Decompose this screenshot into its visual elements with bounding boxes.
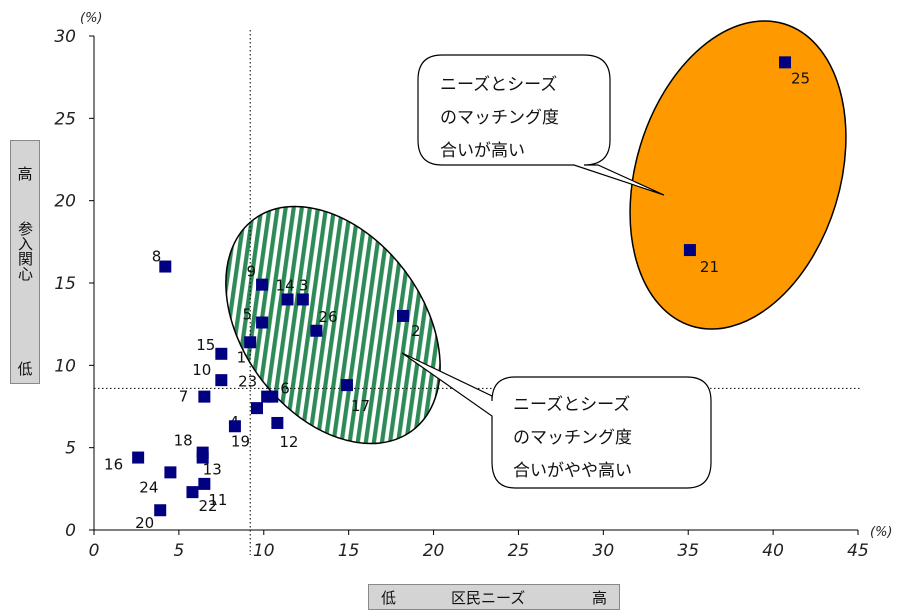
data-point-15: [215, 347, 228, 360]
high-match-ellipse: [629, 20, 847, 330]
data-point-label-23: 23: [238, 373, 257, 391]
callout-bubble-mid: [401, 352, 712, 489]
data-point-label-2: 2: [411, 322, 421, 340]
data-point-26: [310, 324, 323, 337]
data-point-label-22: 22: [198, 497, 217, 515]
callout-high-line-3: 合いが高い: [440, 141, 525, 161]
y-tick-label: 30: [54, 27, 76, 47]
callout-high-line-1: ニーズとシーズ: [440, 75, 557, 95]
data-point-label-10: 10: [192, 361, 211, 379]
x-tick-label: 10: [253, 541, 275, 561]
data-point-label-5: 5: [243, 306, 253, 324]
data-point-12: [271, 416, 284, 429]
data-point-label-20: 20: [135, 514, 154, 532]
x-tick-label: 20: [423, 541, 445, 561]
data-point-17: [340, 379, 353, 392]
data-point-label-14: 14: [276, 276, 295, 294]
callout-mid-line-1: ニーズとシーズ: [513, 395, 630, 415]
data-point-8: [159, 260, 172, 273]
data-point-label-9: 9: [247, 263, 257, 281]
data-point-label-18: 18: [174, 432, 193, 450]
data-point-23: [261, 390, 274, 403]
data-point-5: [256, 316, 269, 329]
data-point-label-11: 11: [208, 491, 227, 509]
data-point-label-3: 3: [299, 276, 309, 294]
callout-mid-line-2: のマッチング度: [513, 428, 632, 448]
x-axis-title: 区民ニーズ: [451, 589, 526, 607]
data-point-16: [132, 451, 145, 464]
data-point-10: [215, 374, 228, 387]
y-tick-label: 5: [65, 439, 76, 459]
y-unit-label: (%): [80, 11, 103, 26]
y-axis-high-label: 高: [17, 165, 33, 183]
x-axis-label-box: 低 区民ニーズ 高: [368, 584, 620, 610]
y-axis-title: 参入関心: [16, 221, 34, 281]
data-point-label-25: 25: [791, 69, 810, 87]
data-point-label-6: 6: [280, 380, 290, 398]
data-point-22: [186, 486, 199, 499]
data-point-label-7: 7: [179, 388, 189, 406]
data-point-label-8: 8: [152, 248, 162, 266]
x-tick-label: 30: [593, 541, 615, 561]
data-point-21: [683, 244, 696, 257]
data-point-label-12: 12: [279, 433, 298, 451]
x-axis-low-label: 低: [381, 589, 397, 607]
data-point-label-21: 21: [700, 258, 719, 276]
x-tick-label: 45: [847, 541, 869, 561]
data-point-9: [256, 278, 269, 291]
data-point-label-19: 19: [231, 432, 250, 450]
data-point-label-24: 24: [139, 478, 158, 496]
x-tick-label: 35: [677, 541, 699, 561]
y-tick-label: 20: [54, 192, 76, 212]
data-point-18: [196, 446, 209, 459]
y-tick-label: 10: [54, 356, 76, 376]
data-point-label-16: 16: [104, 456, 123, 474]
y-tick-label: 25: [54, 109, 76, 129]
data-point-label-1: 1: [237, 348, 247, 366]
y-tick-label: 0: [65, 521, 76, 541]
callout-mid-line-3: 合いがやや高い: [513, 461, 632, 481]
x-tick-label: 5: [173, 541, 184, 561]
x-tick-label: 15: [338, 541, 360, 561]
data-point-4: [250, 402, 263, 415]
x-axis-high-label: 高: [591, 589, 607, 607]
data-point-24: [164, 466, 177, 479]
y-axis-label-box: 高 参入関心 低: [10, 140, 40, 384]
y-tick-label: 15: [54, 274, 76, 294]
x-tick-label: 0: [89, 541, 100, 561]
data-point-label-13: 13: [203, 461, 222, 479]
data-point-14: [281, 293, 294, 306]
data-point-19: [228, 420, 241, 433]
mid-match-ellipse: [225, 205, 441, 445]
data-point-label-15: 15: [196, 336, 215, 354]
data-point-label-26: 26: [318, 308, 337, 326]
data-point-11: [198, 477, 211, 490]
callout-bubble-high: [417, 54, 665, 196]
x-unit-label: (%): [870, 525, 893, 540]
y-axis-low-label: 低: [17, 360, 33, 378]
data-point-2: [396, 309, 409, 322]
data-point-3: [296, 293, 309, 306]
data-point-25: [778, 56, 791, 69]
x-tick-label: 25: [508, 541, 530, 561]
data-point-1: [244, 336, 257, 349]
callout-high-line-2: のマッチング度: [440, 108, 559, 128]
data-point-7: [198, 390, 211, 403]
x-tick-label: 40: [762, 541, 784, 561]
data-point-20: [154, 504, 167, 517]
data-point-label-17: 17: [351, 397, 370, 415]
